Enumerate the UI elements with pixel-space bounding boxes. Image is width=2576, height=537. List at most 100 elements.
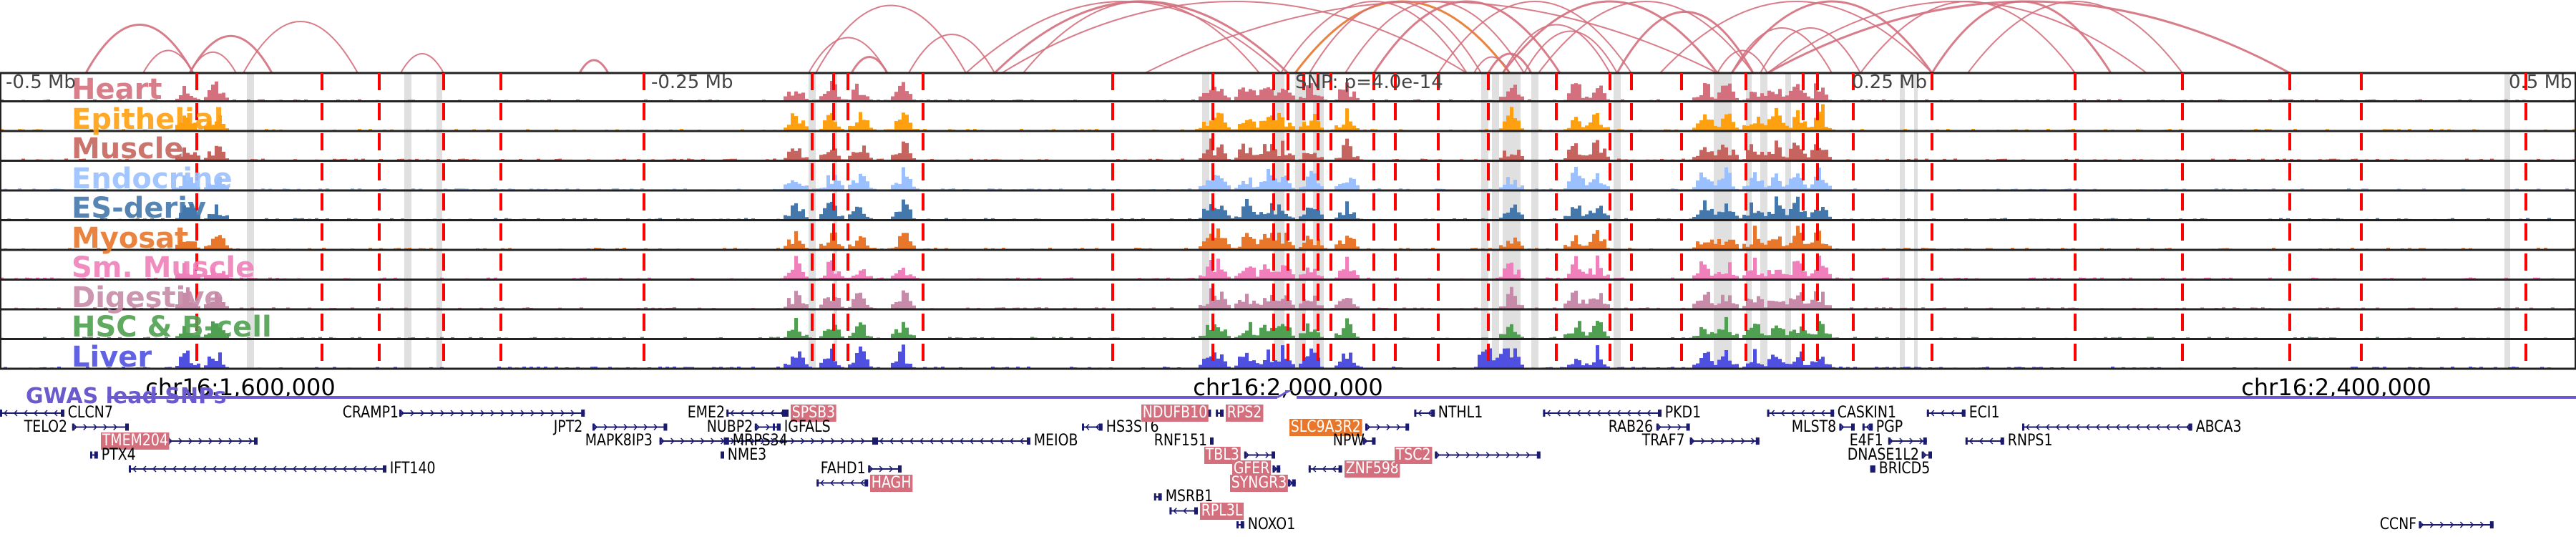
gene-model-bricd5 bbox=[1870, 465, 1875, 473]
exon bbox=[592, 423, 595, 431]
strand-arrow bbox=[410, 410, 415, 417]
gene-label-tmem204: TMEM204 bbox=[100, 432, 170, 450]
gene-model-mrps34 bbox=[723, 437, 729, 445]
signal-area bbox=[0, 138, 2576, 161]
strand-arrow bbox=[560, 410, 565, 417]
gene-label-nthl1: NTHL1 bbox=[1438, 404, 1483, 422]
exon bbox=[1755, 437, 1760, 445]
strand-arrow bbox=[989, 437, 994, 445]
chromatin-loop bbox=[1616, 11, 1755, 74]
strand-arrow bbox=[2055, 423, 2060, 431]
signal-area bbox=[0, 196, 2576, 221]
exon bbox=[1272, 465, 1275, 473]
strand-arrow bbox=[1810, 410, 1815, 417]
strand-arrow bbox=[1677, 423, 1682, 431]
strand-arrow bbox=[1596, 410, 1601, 417]
gene-label-syngr3: SYNGR3 bbox=[1230, 473, 1289, 492]
strand-arrow bbox=[830, 479, 834, 487]
strand-arrow bbox=[2125, 423, 2130, 431]
strand-arrow bbox=[1909, 437, 1913, 445]
gene-model-rnps1 bbox=[1965, 437, 2004, 445]
strand-arrow bbox=[420, 410, 425, 417]
exon bbox=[1414, 410, 1417, 417]
gene-model-slc9a3r2 bbox=[1365, 423, 1410, 431]
strand-arrow bbox=[152, 465, 157, 473]
strand-arrow bbox=[1770, 410, 1775, 417]
strand-arrow bbox=[593, 423, 598, 431]
gene-label-ptx4: PTX4 bbox=[101, 445, 136, 464]
strand-arrow bbox=[1646, 410, 1651, 417]
signal-area bbox=[0, 344, 2576, 369]
gene-model-hagh bbox=[816, 479, 869, 487]
gene-model-jpt2 bbox=[592, 423, 668, 431]
exon bbox=[876, 437, 878, 445]
strand-arrow bbox=[1800, 410, 1805, 417]
strand-arrow bbox=[771, 437, 775, 445]
strand-arrow bbox=[1751, 437, 1755, 445]
strand-arrow bbox=[1312, 465, 1317, 473]
gene-label-mrps34: MRPS34 bbox=[732, 432, 788, 450]
gene-model-dnase1l2 bbox=[1921, 451, 1932, 459]
exon bbox=[1277, 465, 1281, 473]
exon bbox=[399, 410, 401, 417]
gene-model-ptx4 bbox=[90, 451, 98, 459]
gene-label-rnps1: RNPS1 bbox=[2007, 432, 2053, 450]
chromatin-loop bbox=[1538, 1, 1754, 74]
exon bbox=[1686, 423, 1690, 431]
signal-tracks bbox=[0, 72, 2576, 370]
strand-arrow bbox=[460, 410, 465, 417]
strand-arrow bbox=[1435, 451, 1440, 459]
strand-arrow bbox=[2165, 423, 2170, 431]
gene-label-fahd1: FAHD1 bbox=[820, 460, 866, 478]
chromatin-loop bbox=[815, 4, 967, 74]
exon bbox=[1169, 507, 1172, 515]
strand-arrow bbox=[860, 479, 864, 487]
strand-arrow bbox=[660, 437, 665, 445]
chromatin-loop bbox=[1372, 0, 1561, 74]
gene-label-rnf151: RNF151 bbox=[1153, 432, 1208, 450]
chromatin-loop bbox=[1860, 1, 2076, 74]
exon bbox=[1365, 423, 1367, 431]
strand-arrow bbox=[218, 437, 223, 445]
strand-arrow bbox=[1711, 437, 1715, 445]
strand-arrow bbox=[1366, 423, 1371, 431]
strand-arrow bbox=[851, 437, 855, 445]
strand-arrow bbox=[999, 437, 1004, 445]
strand-arrow bbox=[1009, 437, 1014, 445]
gene-label-igfals: IGFALS bbox=[784, 417, 831, 436]
exon bbox=[1862, 423, 1865, 431]
strand-arrow bbox=[1556, 410, 1561, 417]
gene-model-cramp1 bbox=[399, 410, 585, 417]
strand-arrow bbox=[500, 410, 505, 417]
exon bbox=[1656, 423, 1659, 431]
strand-arrow bbox=[222, 465, 227, 473]
exon bbox=[773, 423, 775, 431]
gene-model-caskin1 bbox=[1767, 410, 1835, 417]
exon bbox=[1153, 493, 1156, 500]
chromatin-loop bbox=[1767, 1, 2147, 74]
strand-arrow bbox=[1940, 410, 1945, 417]
strand-arrow bbox=[841, 437, 845, 445]
exon bbox=[1689, 437, 1692, 445]
strand-arrow bbox=[801, 437, 805, 445]
strand-arrow bbox=[2115, 423, 2120, 431]
gene-model-noxo1 bbox=[1236, 521, 1244, 528]
strand-arrow bbox=[1386, 423, 1391, 431]
exon bbox=[1928, 451, 1932, 459]
gene-label-nme3: NME3 bbox=[727, 445, 767, 464]
strand-arrow bbox=[1691, 437, 1695, 445]
exon bbox=[776, 423, 781, 431]
scale-label-plus-0.5mb: 0.5 Mb bbox=[2509, 72, 2572, 93]
gene-label-rpl3l: RPL3L bbox=[1200, 501, 1244, 520]
strand-arrow bbox=[909, 437, 914, 445]
strand-arrow bbox=[1173, 507, 1177, 515]
strand-arrow bbox=[1889, 437, 1893, 445]
gene-model-igfals bbox=[773, 423, 781, 431]
exon bbox=[1543, 410, 1546, 417]
gene-model-npw bbox=[1362, 437, 1376, 445]
strand-arrow bbox=[643, 423, 648, 431]
gene-model-rps2 bbox=[1216, 410, 1224, 417]
exon bbox=[864, 479, 869, 487]
strand-arrow bbox=[172, 465, 177, 473]
exon bbox=[1926, 410, 1929, 417]
